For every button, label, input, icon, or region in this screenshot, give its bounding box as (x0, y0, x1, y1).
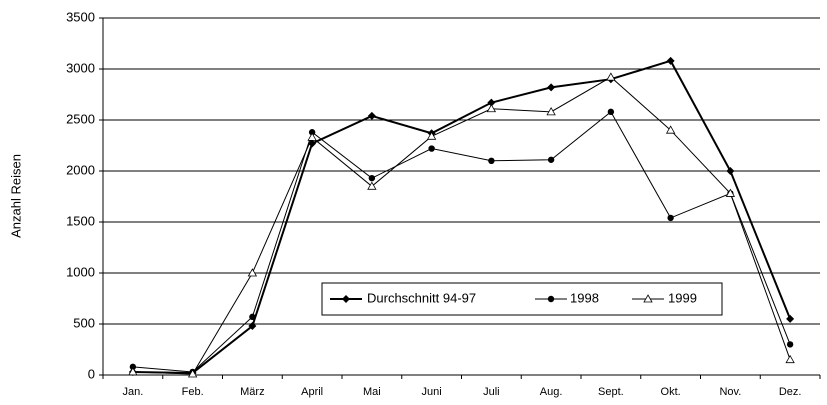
marker (488, 157, 495, 164)
marker (786, 314, 795, 323)
marker (547, 295, 555, 303)
y-tick-label: 3500 (66, 9, 95, 24)
marker (486, 103, 497, 113)
marker (786, 341, 794, 348)
marker (307, 132, 317, 141)
marker (249, 313, 256, 321)
marker (726, 167, 735, 175)
x-tick-label: April (301, 386, 323, 398)
marker (606, 72, 616, 81)
marker (643, 294, 653, 303)
marker (367, 111, 376, 120)
y-tick-label: 2500 (66, 111, 95, 126)
series-line (132, 111, 791, 373)
marker (725, 188, 736, 197)
x-tick-label: März (240, 386, 264, 398)
marker (428, 145, 435, 152)
y-tick-label: 3000 (66, 60, 95, 75)
series-line (132, 59, 792, 374)
marker (128, 367, 138, 376)
x-tick-label: Okt. (661, 386, 681, 398)
x-tick-label: Juni (422, 386, 442, 398)
y-tick-label: 1500 (66, 213, 95, 228)
marker (665, 125, 676, 134)
marker (547, 156, 555, 163)
x-tick-label: Jan. (122, 386, 143, 398)
x-tick-label: Juli (483, 386, 500, 398)
y-tick-label: 0 (88, 366, 95, 381)
marker (342, 295, 350, 303)
marker (546, 107, 556, 116)
marker (547, 83, 556, 92)
x-tick-label: Sept. (598, 386, 624, 398)
marker (247, 268, 258, 277)
x-tick-label: Nov. (719, 386, 741, 398)
x-tick-label: Dez. (779, 386, 802, 398)
marker (248, 322, 257, 331)
marker (187, 369, 198, 378)
legend-label: Durchschnitt 94-97 (367, 290, 476, 305)
marker (368, 174, 376, 182)
marker (785, 354, 795, 364)
marker (487, 98, 496, 107)
legend-label: 1998 (570, 290, 599, 305)
series-line (132, 76, 791, 375)
marker (426, 131, 437, 140)
x-tick-label: Aug. (540, 386, 563, 398)
y-tick-label: 500 (73, 315, 95, 330)
marker (129, 363, 137, 371)
marker (607, 108, 615, 116)
y-axis-label: Anzahl Reisen (8, 154, 23, 238)
marker (666, 56, 675, 65)
legend-label: 1999 (668, 290, 697, 305)
y-tick-label: 1000 (66, 264, 95, 279)
y-tick-label: 2000 (66, 162, 95, 177)
marker (308, 129, 316, 136)
x-tick-label: Feb. (182, 386, 204, 398)
marker (667, 214, 674, 222)
x-tick-label: Mai (363, 386, 381, 398)
marker (367, 181, 377, 190)
